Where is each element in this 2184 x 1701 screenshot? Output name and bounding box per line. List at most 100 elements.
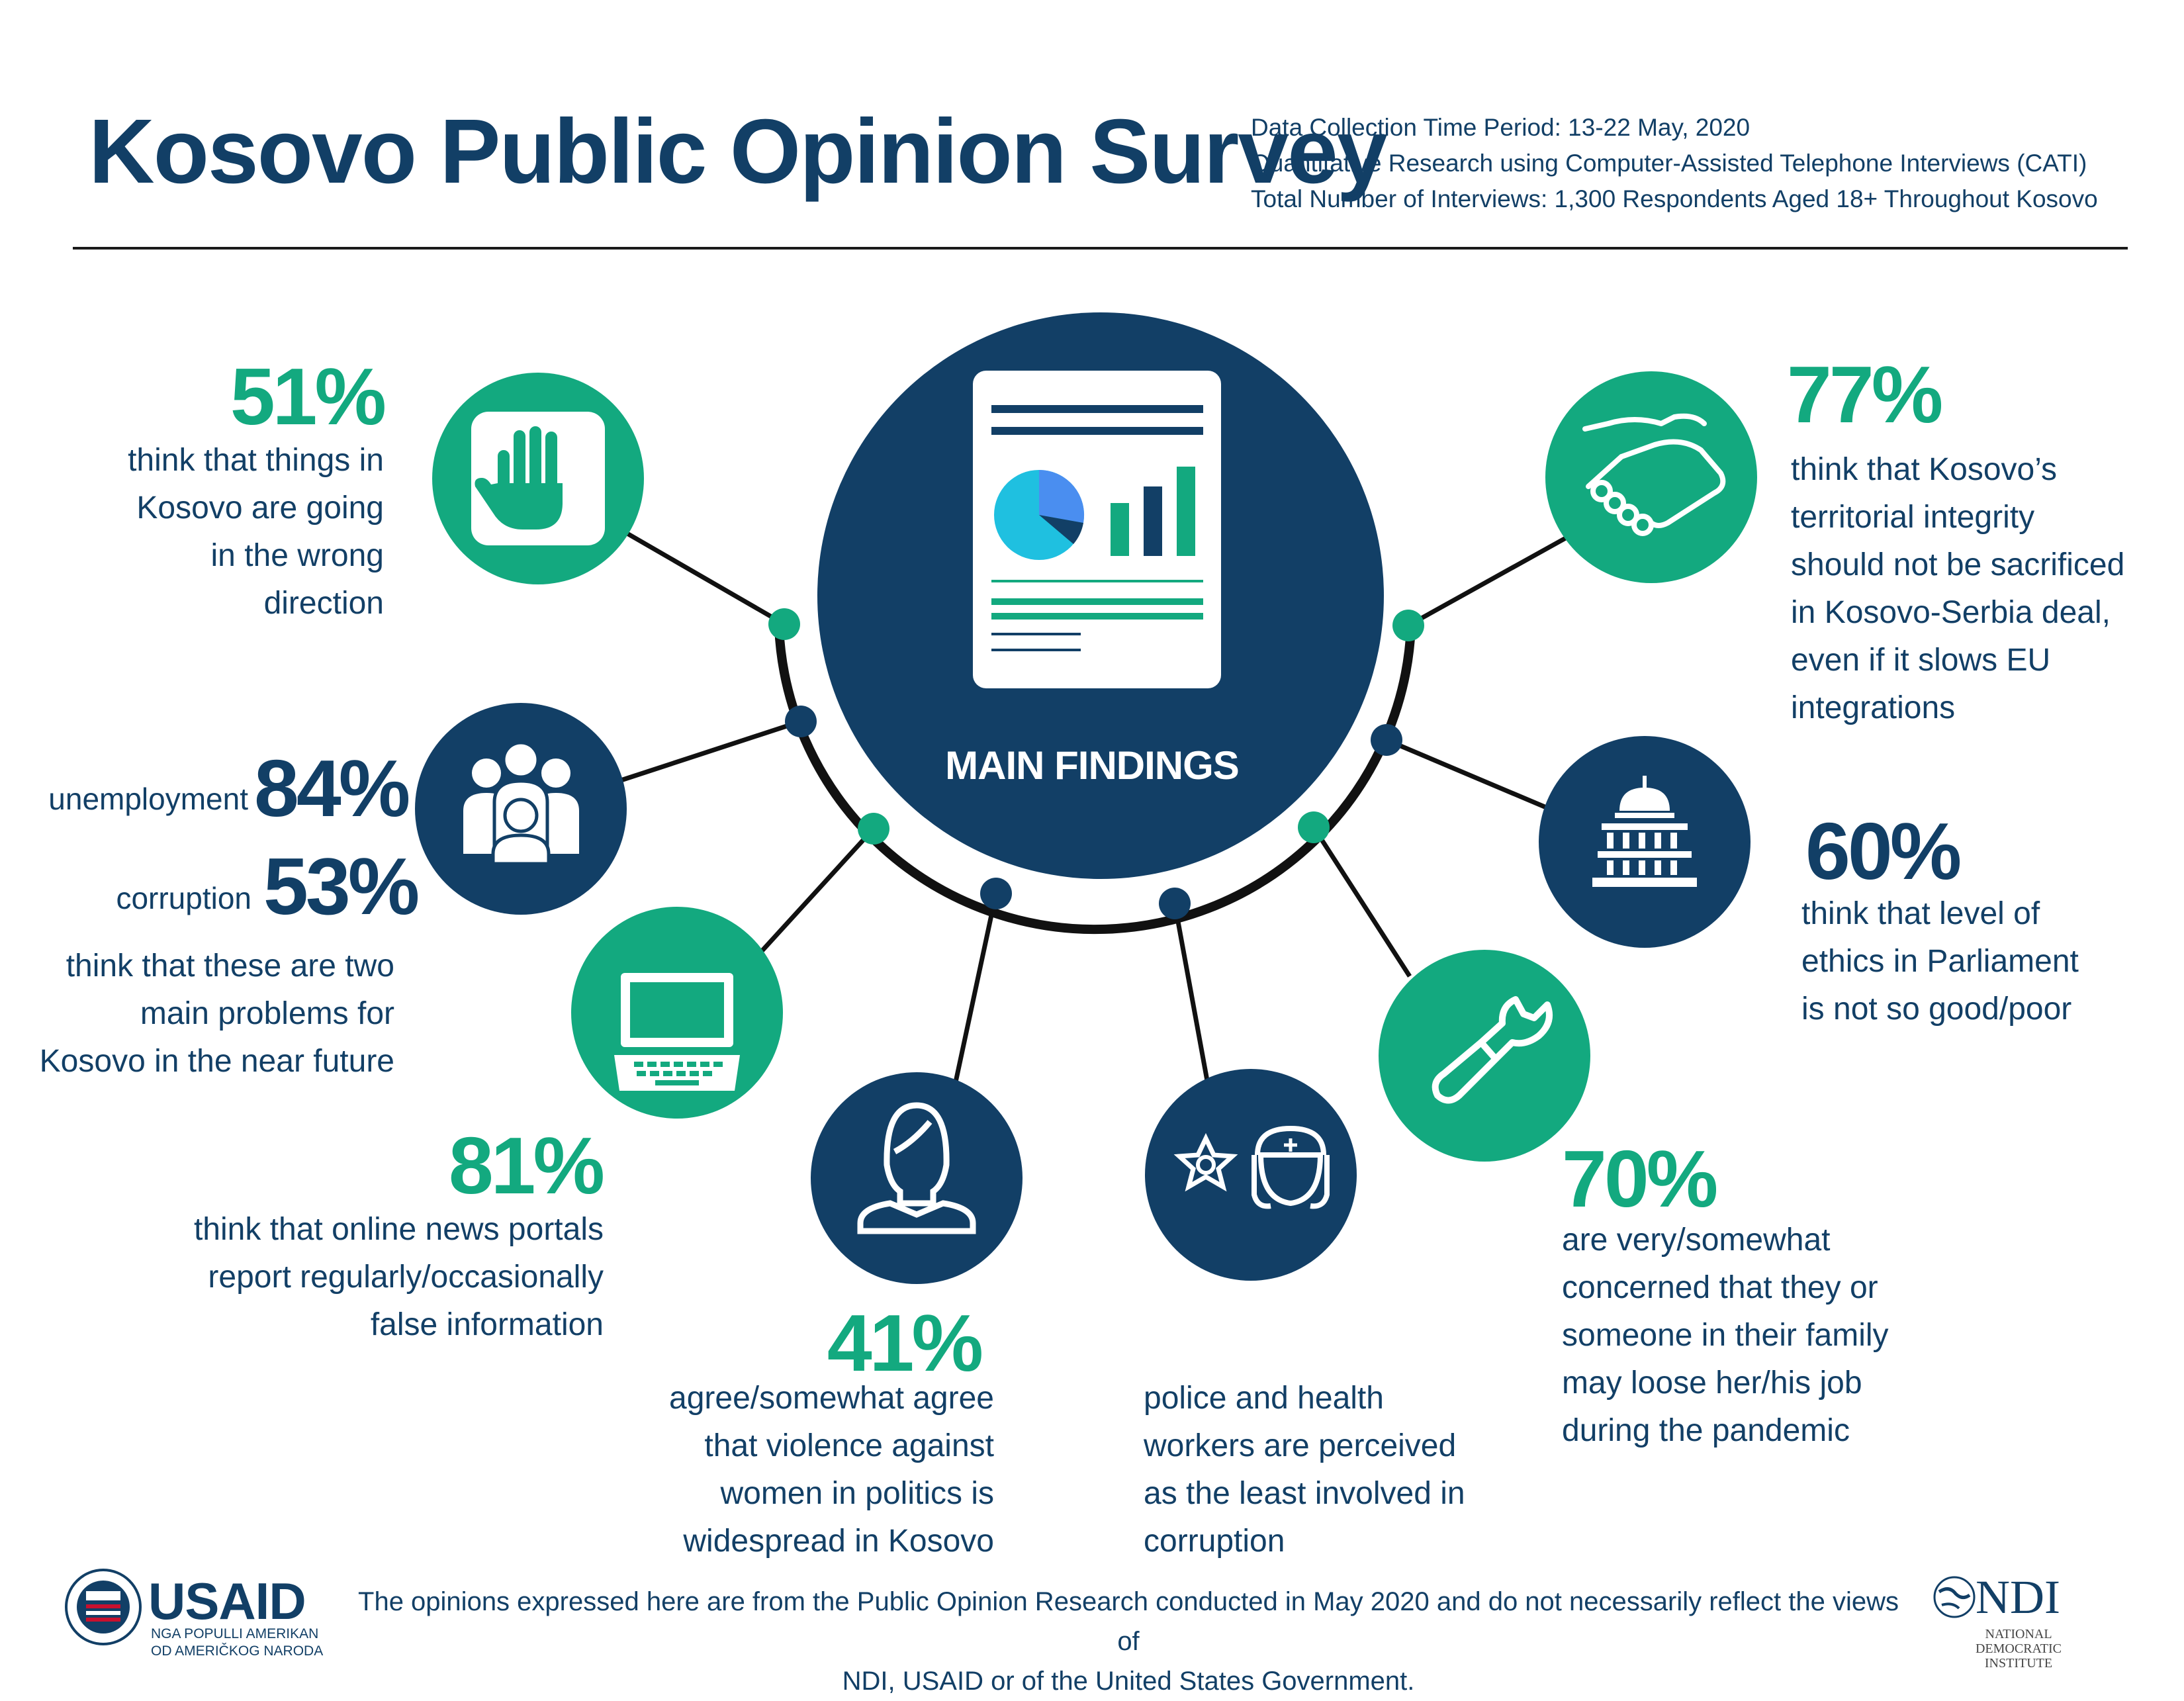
desc-line: territorial integrity xyxy=(1791,500,2035,535)
main-findings-label: MAIN FINDINGS xyxy=(945,743,1240,788)
disclaimer: The opinions expressed here are from the… xyxy=(357,1582,1899,1701)
desc-line: think that Kosovo’s xyxy=(1791,452,2058,487)
desc-line: Kosovo are going xyxy=(136,490,384,526)
corruption-pct: 53% xyxy=(263,841,420,931)
connector-line xyxy=(608,520,786,627)
arc-dot xyxy=(858,813,889,845)
desc-line: ethics in Parliament xyxy=(1801,944,2079,979)
desc-line: even if it slows EU xyxy=(1791,643,2051,678)
online-news-pct: 81% xyxy=(448,1121,605,1211)
ndi-globe-icon xyxy=(1933,1576,1976,1618)
usaid-seal-icon xyxy=(65,1569,142,1645)
survey-metadata: Data Collection Time Period: 13-22 May, … xyxy=(1251,110,2098,217)
handshake-icon xyxy=(1582,413,1726,536)
problems-desc: think that these are two main problems f… xyxy=(26,942,394,1085)
desc-line: corruption xyxy=(1144,1524,1285,1559)
desc-line: concerned that they or xyxy=(1562,1270,1878,1305)
wrong-direction-pct: 51% xyxy=(230,351,387,441)
nurse-icon xyxy=(1251,1125,1330,1209)
findings-arc xyxy=(774,627,1416,935)
ndi-logo-text: NDI xyxy=(1976,1571,2060,1624)
page-title: Kosovo Public Opinion Survey xyxy=(89,101,1388,203)
desc-line: as the least involved in xyxy=(1144,1476,1465,1511)
usaid-tagline-line: OD AMERIČKOG NARODA xyxy=(151,1643,324,1659)
connector-line xyxy=(617,719,802,784)
desc-line: direction xyxy=(263,586,384,621)
report-document-icon xyxy=(973,371,1221,688)
desc-line: in Kosovo-Serbia deal, xyxy=(1791,595,2111,630)
arc-dot xyxy=(1159,888,1191,919)
job-loss-desc: are very/somewhat concerned that they or… xyxy=(1562,1217,1972,1455)
unemployment-pct: 84% xyxy=(254,743,410,833)
disclaimer-line: The opinions expressed here are from the… xyxy=(358,1587,1899,1656)
desc-line: widespread in Kosovo xyxy=(683,1524,994,1559)
arc-dot xyxy=(1298,811,1330,843)
desc-line: think that online news portals xyxy=(193,1212,604,1247)
police-health-circle xyxy=(1145,1069,1357,1281)
desc-line: integrations xyxy=(1791,690,1956,725)
broken-wrench-icon xyxy=(1432,996,1553,1104)
ndi-tagline-line: NATIONAL xyxy=(1985,1627,2052,1641)
laptop-icon xyxy=(614,973,740,1091)
arc-dot xyxy=(768,608,800,640)
arc-dot xyxy=(980,878,1012,909)
violence-desc: agree/somewhat agree that violence again… xyxy=(596,1375,994,1565)
header-divider xyxy=(73,247,2128,250)
desc-line: report regularly/occasionally xyxy=(208,1260,604,1295)
desc-line: workers are perceived xyxy=(1144,1428,1457,1463)
job-loss-circle xyxy=(1379,950,1590,1162)
wrong-direction-desc: think that things in Kosovo are going in… xyxy=(53,437,384,627)
capitol-building-icon xyxy=(1592,776,1697,887)
arc-dot xyxy=(1371,724,1402,756)
desc-line: think that things in xyxy=(128,443,384,478)
desc-line: Kosovo in the near future xyxy=(39,1044,394,1079)
online-news-desc: think that online news portals report re… xyxy=(132,1206,604,1349)
connector-line xyxy=(1312,826,1412,978)
desc-line: false information xyxy=(370,1307,604,1342)
meta-line: Data Collection Time Period: 13-22 May, … xyxy=(1251,114,1751,141)
arc-dot xyxy=(1392,610,1424,641)
desc-line: think that level of xyxy=(1801,896,2040,931)
ndi-tagline: NATIONAL DEMOCRATIC INSTITUTE xyxy=(1952,1627,2085,1671)
connector-line xyxy=(746,827,876,968)
corruption-label: corruption xyxy=(116,881,251,915)
desc-line: are very/somewhat xyxy=(1562,1222,1831,1258)
desc-line: that violence against xyxy=(704,1428,994,1463)
police-health-desc: police and health workers are perceived … xyxy=(1144,1375,1514,1565)
unemployment-label: unemployment xyxy=(48,782,248,816)
job-loss-pct: 70% xyxy=(1562,1134,1718,1224)
ndi-tagline-line: INSTITUTE xyxy=(1984,1656,2053,1671)
desc-line: is not so good/poor xyxy=(1801,991,2072,1027)
police-badge-icon xyxy=(1173,1132,1238,1192)
parliament-desc: think that level of ethics in Parliament… xyxy=(1801,890,2159,1033)
stop-hand-icon xyxy=(471,412,605,545)
usaid-tagline-line: NGA POPULLI AMERIKAN xyxy=(151,1626,319,1641)
connector-line xyxy=(1385,737,1563,817)
violence-pct: 41% xyxy=(827,1298,983,1388)
territorial-circle xyxy=(1545,371,1757,583)
territorial-pct: 77% xyxy=(1787,349,1943,439)
woman-icon xyxy=(857,1102,976,1234)
people-group-icon xyxy=(463,741,579,866)
disclaimer-line: NDI, USAID or of the United States Gover… xyxy=(842,1667,1415,1696)
desc-line: police and health xyxy=(1144,1381,1384,1416)
desc-line: agree/somewhat agree xyxy=(669,1381,994,1416)
meta-line: Quantitative Research using Computer-Ass… xyxy=(1251,150,2087,177)
usaid-logo-text: USAID xyxy=(148,1572,306,1630)
usaid-tagline: NGA POPULLI AMERIKAN OD AMERIČKOG NARODA xyxy=(151,1626,323,1660)
ndi-tagline-line: DEMOCRATIC xyxy=(1975,1641,2062,1656)
meta-line: Total Number of Interviews: 1,300 Respon… xyxy=(1251,185,2098,212)
connector-line xyxy=(1407,530,1576,628)
desc-line: during the pandemic xyxy=(1562,1413,1850,1448)
desc-line: main problems for xyxy=(140,996,394,1031)
arc-dot xyxy=(785,706,817,737)
desc-line: in the wrong xyxy=(210,538,385,573)
desc-line: should not be sacrificed xyxy=(1791,547,2125,582)
territorial-desc: think that Kosovo’s territorial integrit… xyxy=(1791,446,2161,732)
desc-line: think that these are two xyxy=(66,948,394,984)
desc-line: may loose her/his job xyxy=(1562,1365,1862,1401)
parliament-pct: 60% xyxy=(1805,806,1962,896)
desc-line: someone in their family xyxy=(1562,1318,1889,1353)
desc-line: women in politics is xyxy=(720,1476,994,1511)
